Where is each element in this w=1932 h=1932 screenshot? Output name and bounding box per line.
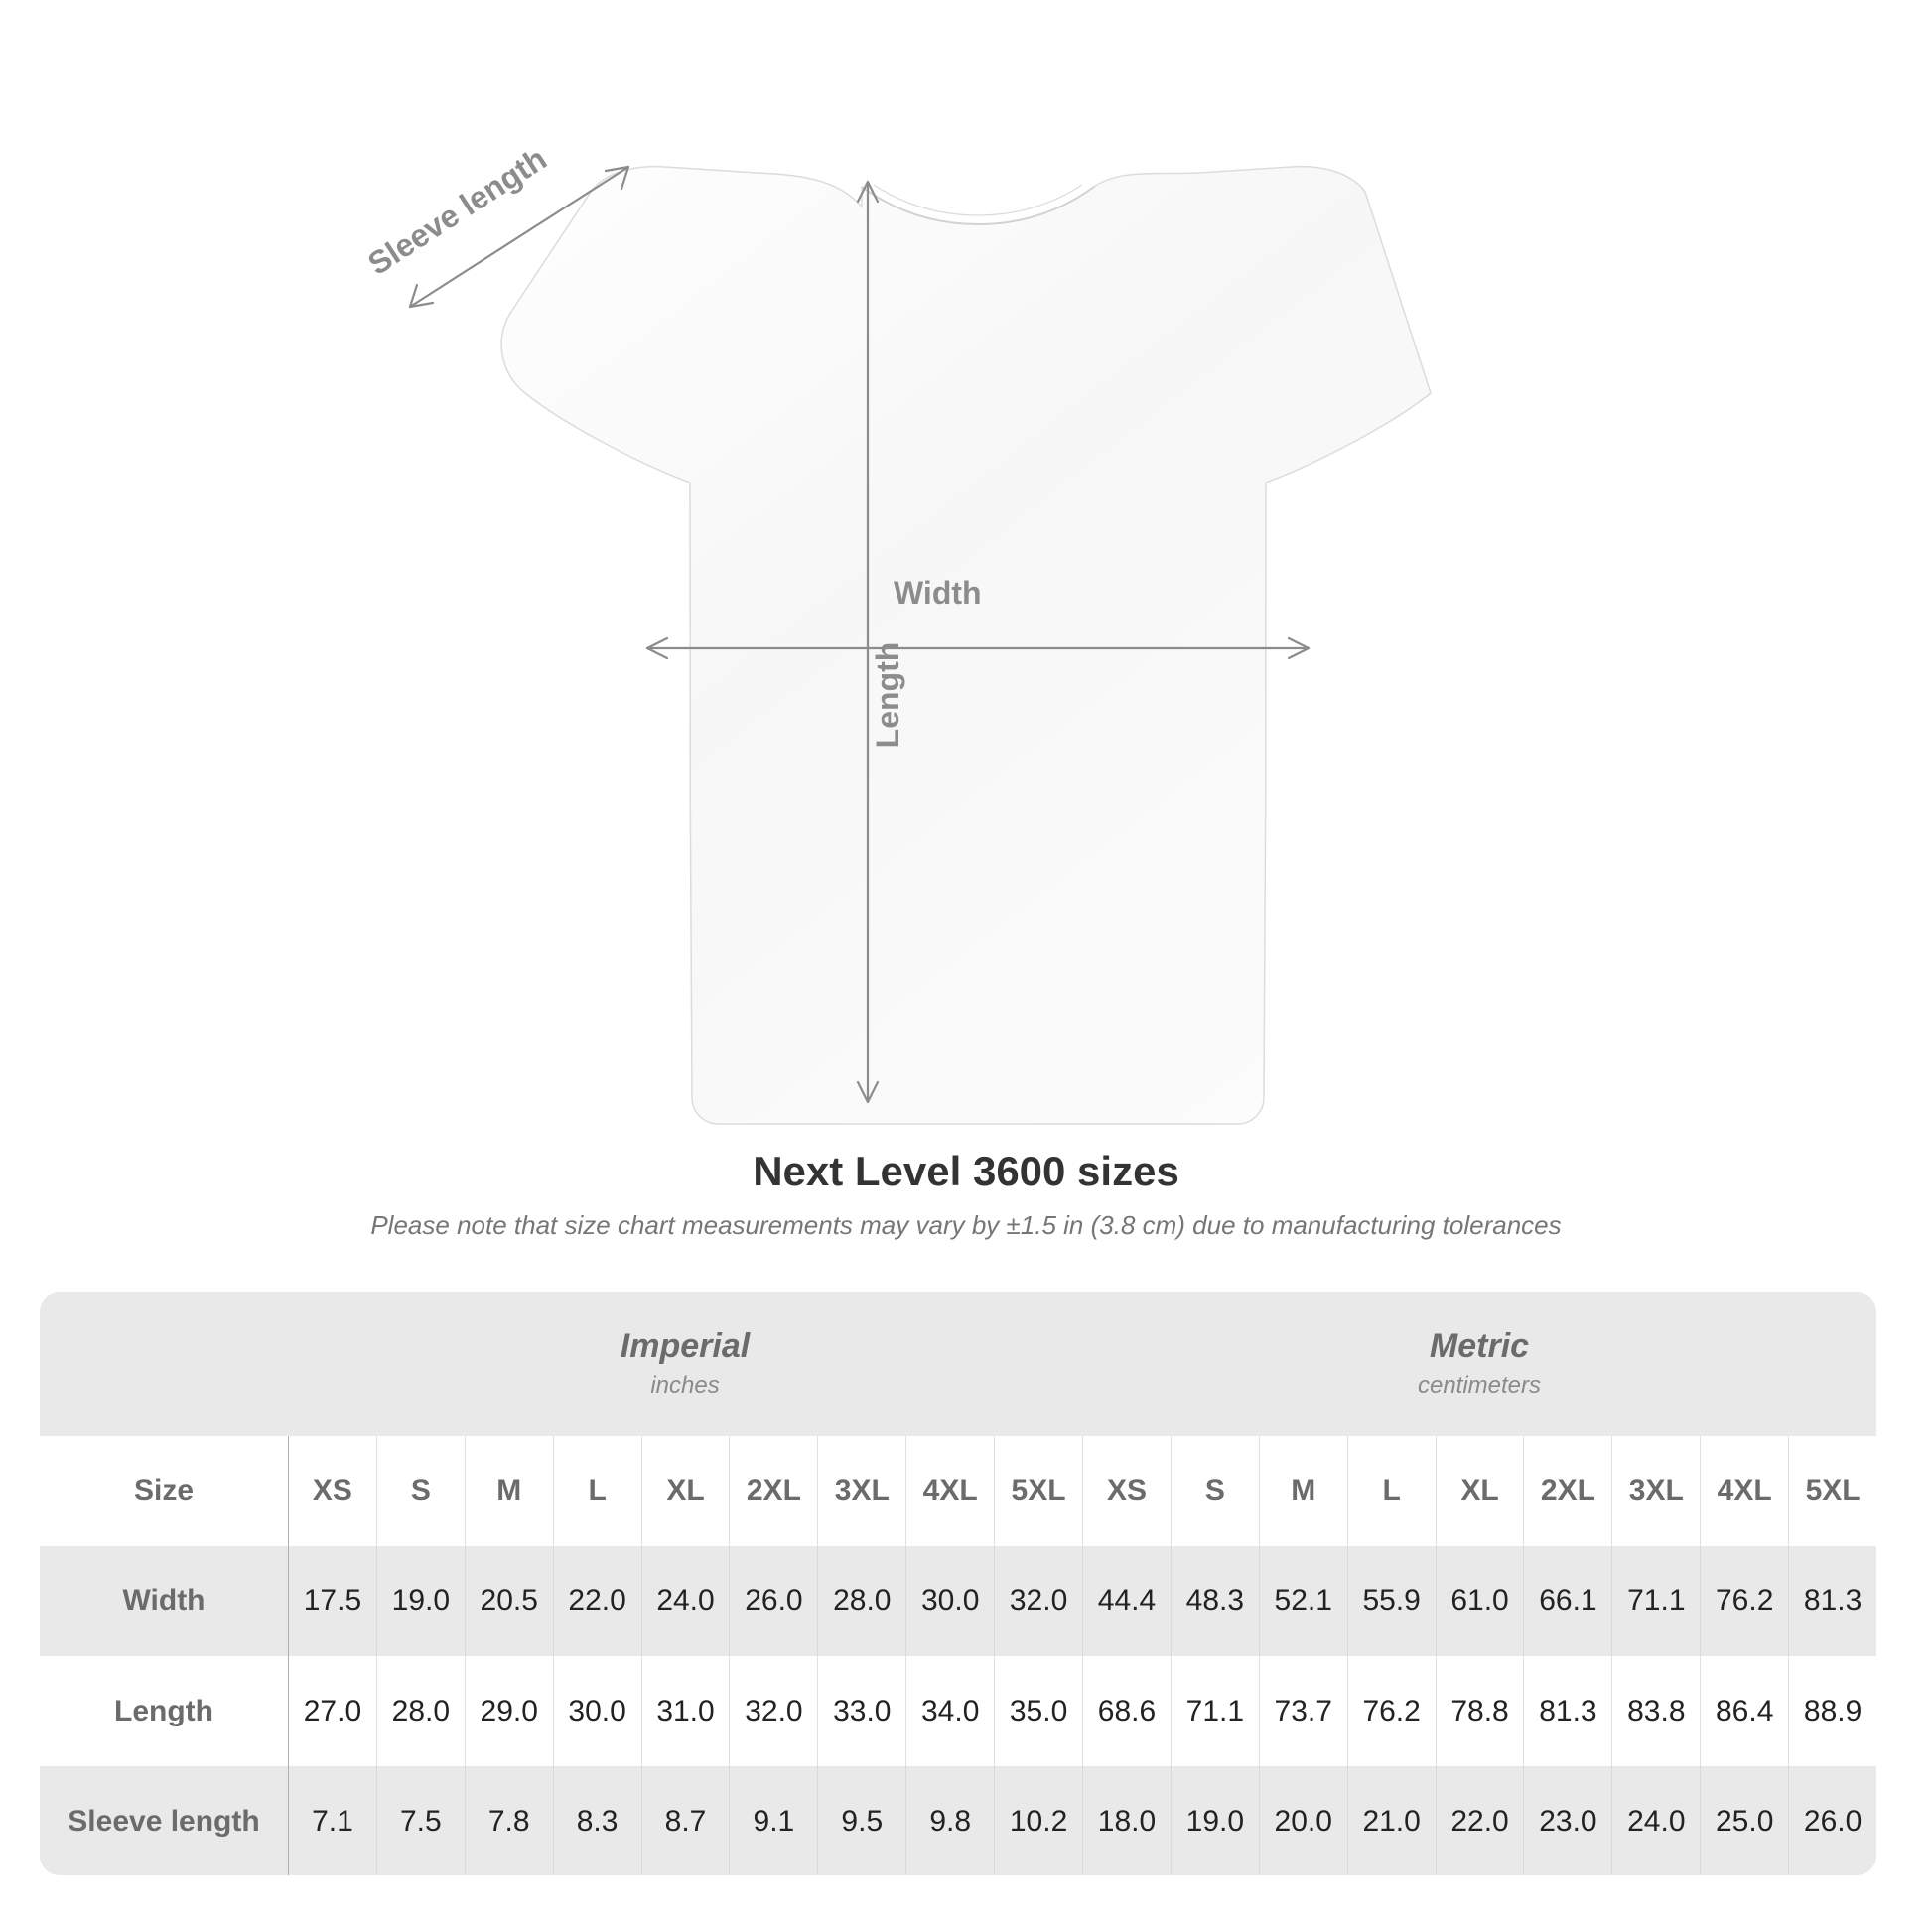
svg-text:Width: Width (894, 575, 982, 611)
svg-text:Length: Length (870, 642, 905, 749)
svg-text:Sleeve length: Sleeve length (361, 140, 553, 282)
